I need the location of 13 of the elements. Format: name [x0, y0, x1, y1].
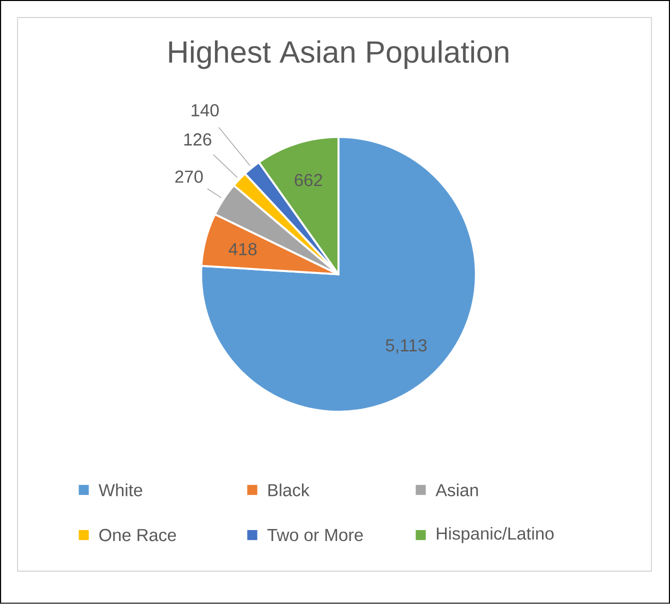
legend-label: White	[98, 484, 142, 496]
data-label: 140	[192, 104, 219, 116]
legend-label: Hispanic/Latino	[436, 527, 554, 544]
legend-label: Asian	[436, 484, 478, 496]
legend-label: One Race	[99, 529, 176, 542]
data-label: 126	[184, 133, 212, 146]
data-label: 270	[175, 170, 203, 183]
legend-label: Two or More	[267, 529, 363, 542]
chart-title: Highest Asian Population	[169, 40, 508, 70]
data-label: 662	[294, 174, 322, 186]
data-label: 418	[228, 243, 257, 256]
data-label: 5,113	[386, 339, 427, 354]
legend-label: Black	[268, 484, 310, 496]
